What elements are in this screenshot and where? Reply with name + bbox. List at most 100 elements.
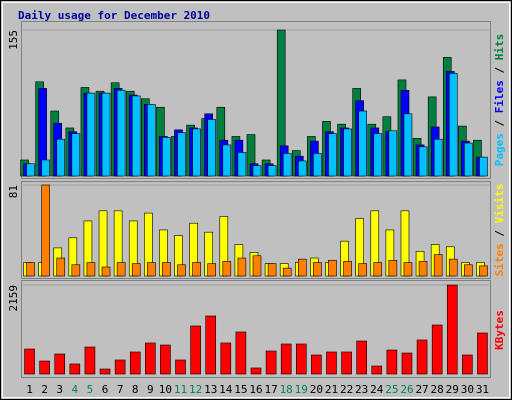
bar: [24, 348, 35, 375]
bar: [116, 262, 126, 277]
bar: [222, 144, 232, 177]
legend-separator: /: [493, 60, 506, 80]
bar: [418, 261, 428, 277]
bar: [190, 325, 201, 375]
bar: [267, 263, 277, 277]
x-tick-label: 4: [72, 383, 79, 396]
legend: Sites / Visits: [493, 184, 506, 277]
x-tick-label: 5: [87, 383, 94, 396]
x-tick-label: 23: [355, 383, 368, 396]
bar: [358, 263, 367, 277]
bar: [207, 263, 217, 277]
bar: [356, 340, 367, 375]
x-tick-label: 25: [385, 383, 398, 396]
bar: [401, 352, 413, 375]
bar: [326, 351, 337, 375]
bar: [192, 262, 201, 277]
x-tick-label: 28: [431, 383, 444, 396]
bar: [147, 104, 156, 177]
bar: [114, 359, 126, 375]
bar: [343, 261, 352, 277]
x-tick-label: 8: [132, 383, 139, 396]
bar: [84, 346, 96, 375]
bar: [131, 263, 141, 277]
x-tick-label: 24: [370, 383, 384, 396]
bar: [250, 367, 262, 375]
bar: [371, 365, 383, 375]
x-tick-label: 29: [446, 383, 459, 396]
panel: [21, 280, 491, 378]
bar: [477, 332, 488, 375]
legend: KBytes: [493, 310, 506, 350]
legend-entry: Hits: [493, 34, 506, 61]
bar: [388, 130, 398, 177]
x-tick-label: 9: [147, 383, 154, 396]
bar: [267, 165, 277, 177]
bar: [101, 92, 111, 177]
y-tick-label: 155: [7, 30, 20, 50]
bar: [116, 89, 126, 177]
bar: [388, 259, 398, 277]
x-tick-label: 18: [280, 383, 293, 396]
bar: [313, 262, 322, 277]
bar: [101, 266, 111, 277]
bar: [147, 262, 156, 277]
bar: [313, 153, 322, 177]
y-tick-label: 2159: [7, 285, 20, 312]
bar: [237, 257, 247, 277]
bar: [71, 133, 81, 177]
bar: [341, 351, 352, 375]
bar: [462, 354, 473, 375]
x-tick-label: 7: [117, 383, 124, 396]
bar: [192, 128, 201, 177]
bar: [56, 138, 66, 177]
x-tick-label: 13: [204, 383, 217, 396]
bar: [252, 255, 262, 277]
bar: [69, 363, 81, 375]
bar: [26, 262, 35, 277]
x-tick-label: 2: [41, 383, 48, 396]
bar: [41, 184, 50, 277]
bar: [26, 163, 35, 177]
x-tick-label: 10: [159, 383, 172, 396]
bar: [56, 257, 66, 277]
legend-entry: Pages: [493, 133, 506, 166]
bar: [71, 264, 81, 277]
bar: [433, 254, 443, 277]
y-tick-label: 81: [7, 185, 20, 198]
bar: [358, 110, 367, 177]
bar: [311, 354, 322, 375]
legend-entry: Files: [493, 80, 506, 113]
legend: Pages / Files / Hits: [493, 34, 506, 167]
legend-entry: Visits: [493, 184, 506, 224]
bar: [282, 153, 292, 177]
bar: [237, 152, 247, 177]
legend-entry: Sites: [493, 243, 506, 276]
x-tick-label: 14: [219, 383, 233, 396]
bar: [222, 261, 232, 277]
bar: [41, 159, 50, 177]
bar: [295, 343, 307, 375]
bar: [373, 262, 383, 277]
bar: [280, 343, 292, 375]
x-tick-label: 27: [415, 383, 428, 396]
bar: [162, 137, 171, 177]
x-tick-label: 20: [310, 383, 323, 396]
x-tick-label: 17: [264, 383, 277, 396]
legend-entry: KBytes: [493, 310, 506, 350]
x-tick-label: 22: [340, 383, 353, 396]
x-tick-label: 26: [400, 383, 413, 396]
x-tick-label: 19: [295, 383, 308, 396]
bar: [145, 342, 156, 375]
x-tick-label: 21: [325, 383, 338, 396]
x-tick-label: 30: [461, 383, 474, 396]
x-tick-label: 15: [234, 383, 247, 396]
x-tick-label: 11: [174, 383, 187, 396]
bar: [205, 315, 217, 375]
legend-separator: /: [493, 223, 506, 243]
bar: [448, 258, 458, 277]
bar: [386, 349, 398, 375]
legend-separator: /: [493, 113, 506, 133]
chart-title: Daily usage for December 2010: [18, 9, 210, 22]
